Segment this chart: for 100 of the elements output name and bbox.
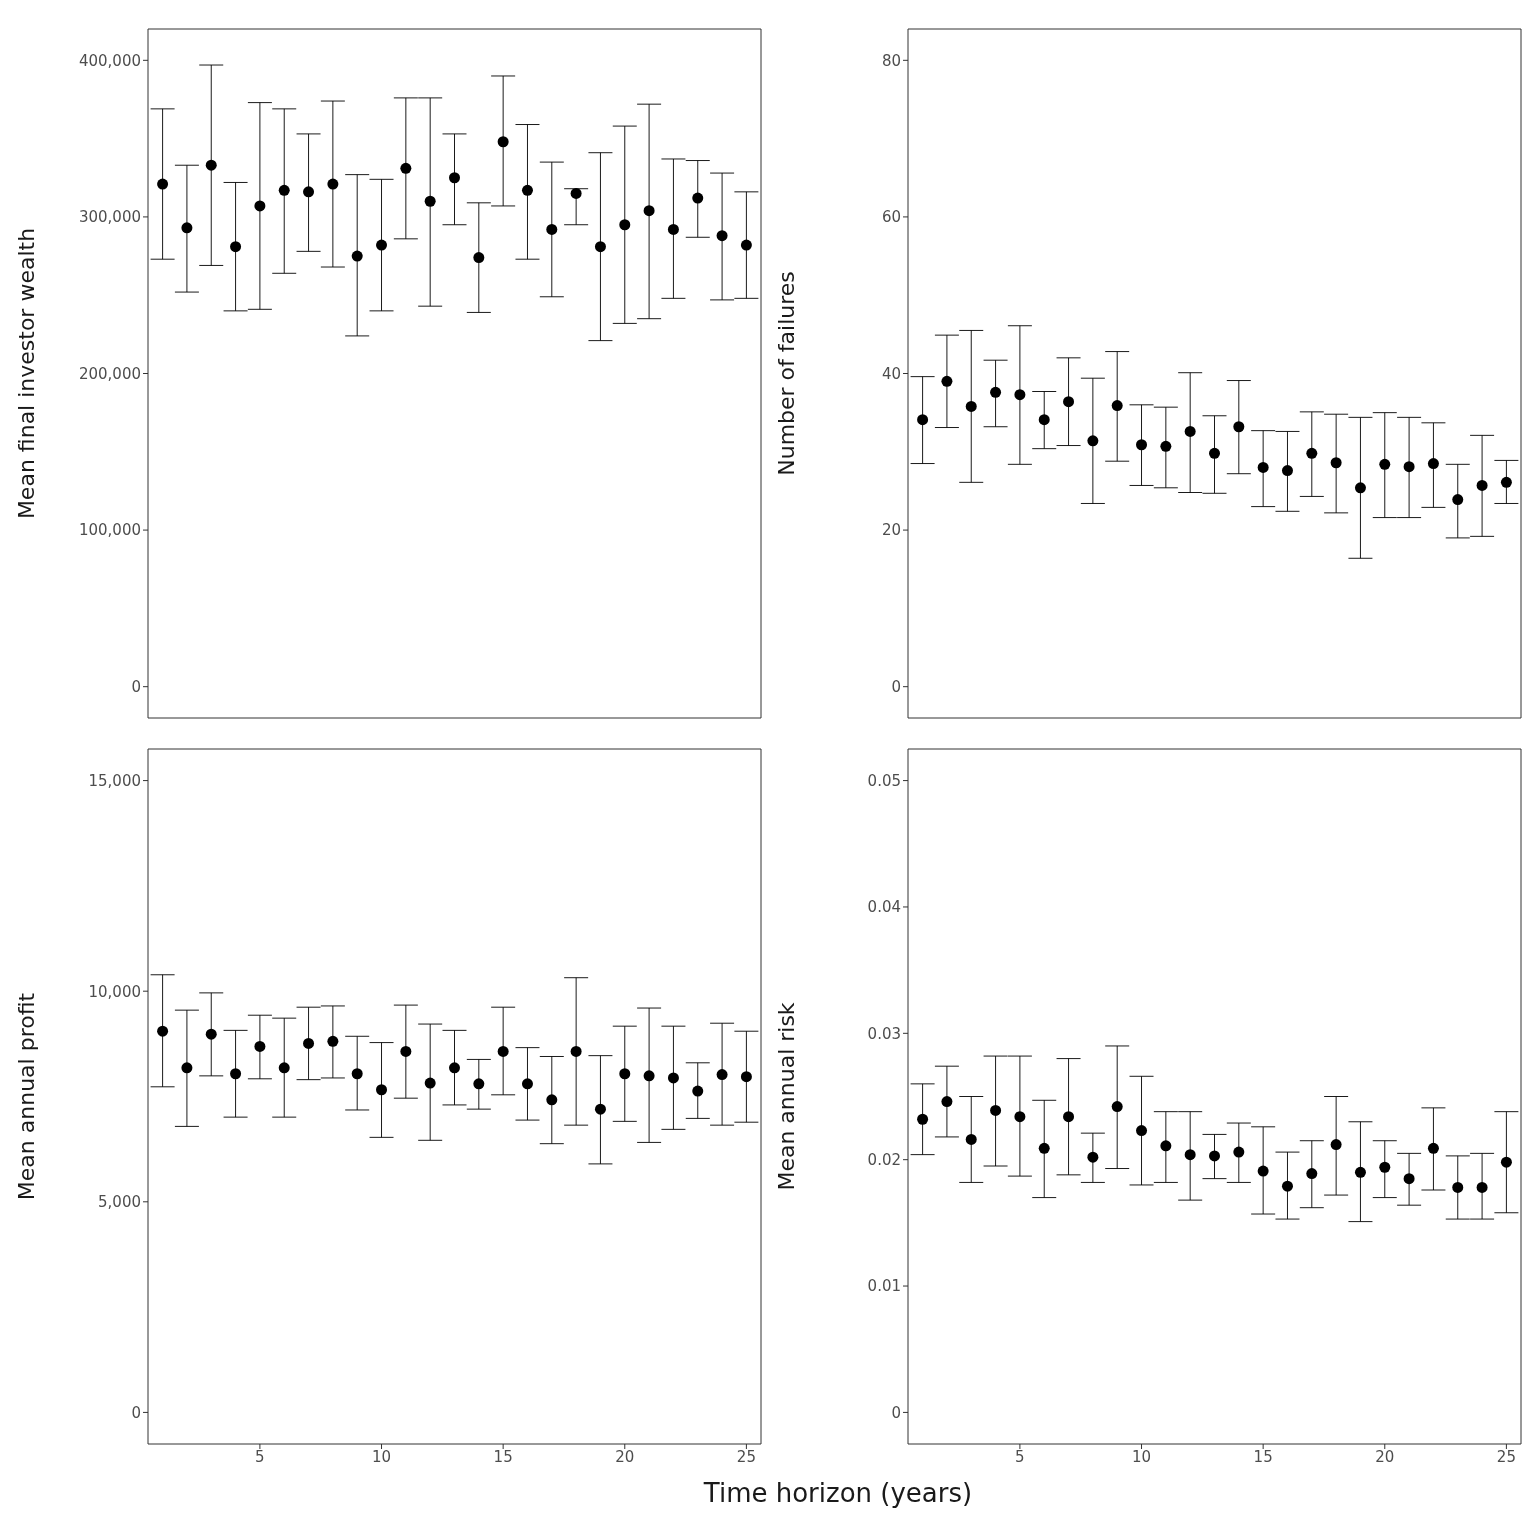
y-axis-title: Mean final investor wealth: [13, 227, 39, 520]
point: [1306, 447, 1318, 459]
y-tick-label: 0: [891, 1403, 901, 1422]
point: [990, 386, 1002, 398]
y-tick-label: 300,000: [78, 208, 141, 227]
point: [181, 222, 193, 234]
point: [1160, 1140, 1172, 1152]
point: [1087, 1151, 1099, 1163]
x-tick-label: 15: [493, 1447, 513, 1466]
y-tick-label: 15,000: [88, 771, 141, 790]
point: [1379, 1161, 1391, 1173]
point: [230, 1068, 242, 1080]
point: [400, 162, 412, 174]
point: [303, 186, 315, 198]
point: [400, 1045, 412, 1057]
y-tick-label: 400,000: [78, 51, 141, 70]
point: [965, 400, 977, 412]
point: [1014, 389, 1026, 401]
point: [181, 1062, 193, 1074]
y-tick-label: 100,000: [78, 521, 141, 540]
point: [205, 159, 217, 171]
point: [1452, 494, 1464, 506]
point: [546, 1094, 558, 1106]
y-tick-label: 0.01: [867, 1277, 901, 1296]
point: [1257, 461, 1269, 473]
point: [303, 1037, 315, 1049]
point: [1427, 458, 1439, 470]
point: [965, 1133, 977, 1145]
point: [254, 1040, 266, 1052]
y-tick-label: 5,000: [98, 1193, 141, 1212]
point: [1038, 414, 1050, 426]
point: [1354, 1166, 1366, 1178]
point: [1209, 447, 1220, 459]
point: [473, 1078, 485, 1090]
point: [692, 1085, 704, 1097]
point: [619, 1068, 631, 1080]
point: [351, 1068, 363, 1080]
point: [1038, 1142, 1050, 1154]
point: [643, 205, 655, 217]
point: [692, 192, 704, 204]
point: [254, 200, 266, 212]
y-tick-label: 60: [881, 208, 901, 227]
x-tick-label: 10: [371, 1447, 392, 1466]
point: [1111, 400, 1123, 412]
point: [1281, 465, 1293, 477]
y-tick-label: 0.02: [867, 1151, 901, 1170]
point: [497, 136, 509, 148]
x-tick-label: 15: [1253, 1447, 1273, 1466]
point: [1063, 396, 1075, 408]
point: [1500, 1156, 1512, 1168]
point: [1306, 1168, 1318, 1180]
y-tick-label: 20: [881, 521, 901, 540]
point: [619, 219, 631, 231]
point: [1209, 1150, 1220, 1162]
point: [1111, 1101, 1123, 1113]
point: [1403, 1173, 1415, 1185]
y-tick-label: 40: [881, 364, 901, 383]
point: [917, 414, 929, 426]
point: [278, 1062, 290, 1074]
point: [643, 1070, 655, 1082]
point: [497, 1045, 509, 1057]
x-axis-title: Time horizon (years): [702, 1478, 974, 1508]
point: [327, 178, 339, 190]
point: [1184, 425, 1196, 437]
point: [570, 187, 582, 199]
point: [1257, 1165, 1269, 1177]
point: [1476, 1181, 1488, 1193]
point: [594, 1103, 606, 1115]
point: [1330, 1139, 1342, 1151]
y-axis-title: Mean annual risk: [773, 1002, 799, 1191]
y-tick-label: 0: [891, 678, 901, 697]
point: [521, 1078, 533, 1090]
point: [157, 178, 169, 190]
y-tick-label: 0.03: [867, 1024, 901, 1043]
point: [449, 1062, 460, 1074]
point: [230, 241, 242, 253]
point: [667, 1072, 679, 1084]
y-tick-label: 0.04: [867, 898, 901, 917]
x-tick-label: 25: [1496, 1447, 1516, 1466]
point: [327, 1035, 339, 1047]
point: [990, 1104, 1002, 1116]
point: [278, 184, 290, 196]
point: [1184, 1149, 1196, 1161]
point: [546, 223, 558, 235]
point: [424, 195, 436, 207]
point: [424, 1077, 436, 1089]
point: [667, 223, 679, 235]
y-tick-label: 0.05: [867, 771, 901, 790]
x-tick-label: 10: [1131, 1447, 1152, 1466]
x-tick-label: 25: [736, 1447, 756, 1466]
x-tick-label: 5: [255, 1447, 265, 1466]
point: [716, 230, 728, 242]
x-tick-label: 20: [615, 1447, 635, 1466]
y-tick-label: 10,000: [88, 982, 141, 1001]
point: [941, 1096, 953, 1108]
point: [1063, 1111, 1075, 1123]
point: [376, 1084, 388, 1096]
point: [521, 184, 533, 196]
point: [716, 1069, 728, 1081]
point: [1476, 479, 1488, 491]
